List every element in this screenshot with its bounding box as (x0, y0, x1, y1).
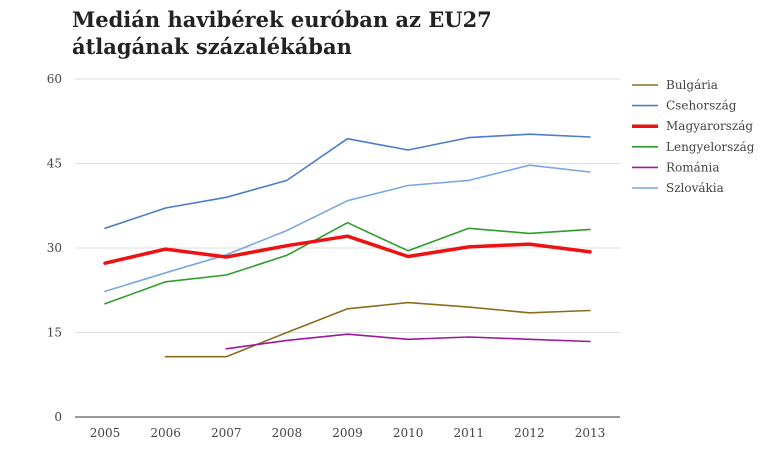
x-tick-label: 2007 (211, 426, 242, 440)
series-lines (103, 133, 592, 358)
x-tick-label: 2011 (453, 426, 484, 440)
legend-label: Csehország (666, 99, 737, 113)
legend: Bulgária Csehország Magyarország Lengyelors… (632, 78, 755, 195)
chart-title: Medián havibérek euróban az EU27 átlagán… (72, 7, 492, 59)
legend-label: Románia (666, 160, 720, 174)
y-tick-label: 60 (47, 72, 62, 86)
x-tick-label: 2005 (90, 426, 121, 440)
y-tick-label: 15 (47, 326, 62, 340)
legend-label: Bulgária (666, 78, 718, 92)
axes: 0 15 30 45 60 2005 2006 2007 2008 2009 2010 2011 201… (47, 72, 620, 440)
legend-label: Lengyelország (666, 140, 755, 154)
x-tick-label: 2008 (272, 426, 303, 440)
series-line-3 (103, 234, 592, 265)
x-tick-label: 2010 (393, 426, 424, 440)
series-line-4 (104, 221, 591, 305)
legend-label: Szlovákia (666, 181, 724, 195)
series-line-6 (104, 164, 591, 293)
x-tick-label: 2009 (332, 426, 363, 440)
x-tick-label: 2013 (575, 426, 606, 440)
y-tick-label: 0 (54, 410, 62, 424)
series-line-5 (225, 333, 591, 350)
series-line-2 (104, 133, 591, 230)
series-line-1 (164, 301, 591, 358)
legend-label: Magyarország (666, 119, 753, 133)
x-tick-label: 2012 (514, 426, 545, 440)
y-tick-label: 30 (47, 241, 62, 255)
x-tick-label: 2006 (150, 426, 181, 440)
y-tick-label: 45 (47, 157, 62, 171)
gridlines (75, 78, 620, 333)
